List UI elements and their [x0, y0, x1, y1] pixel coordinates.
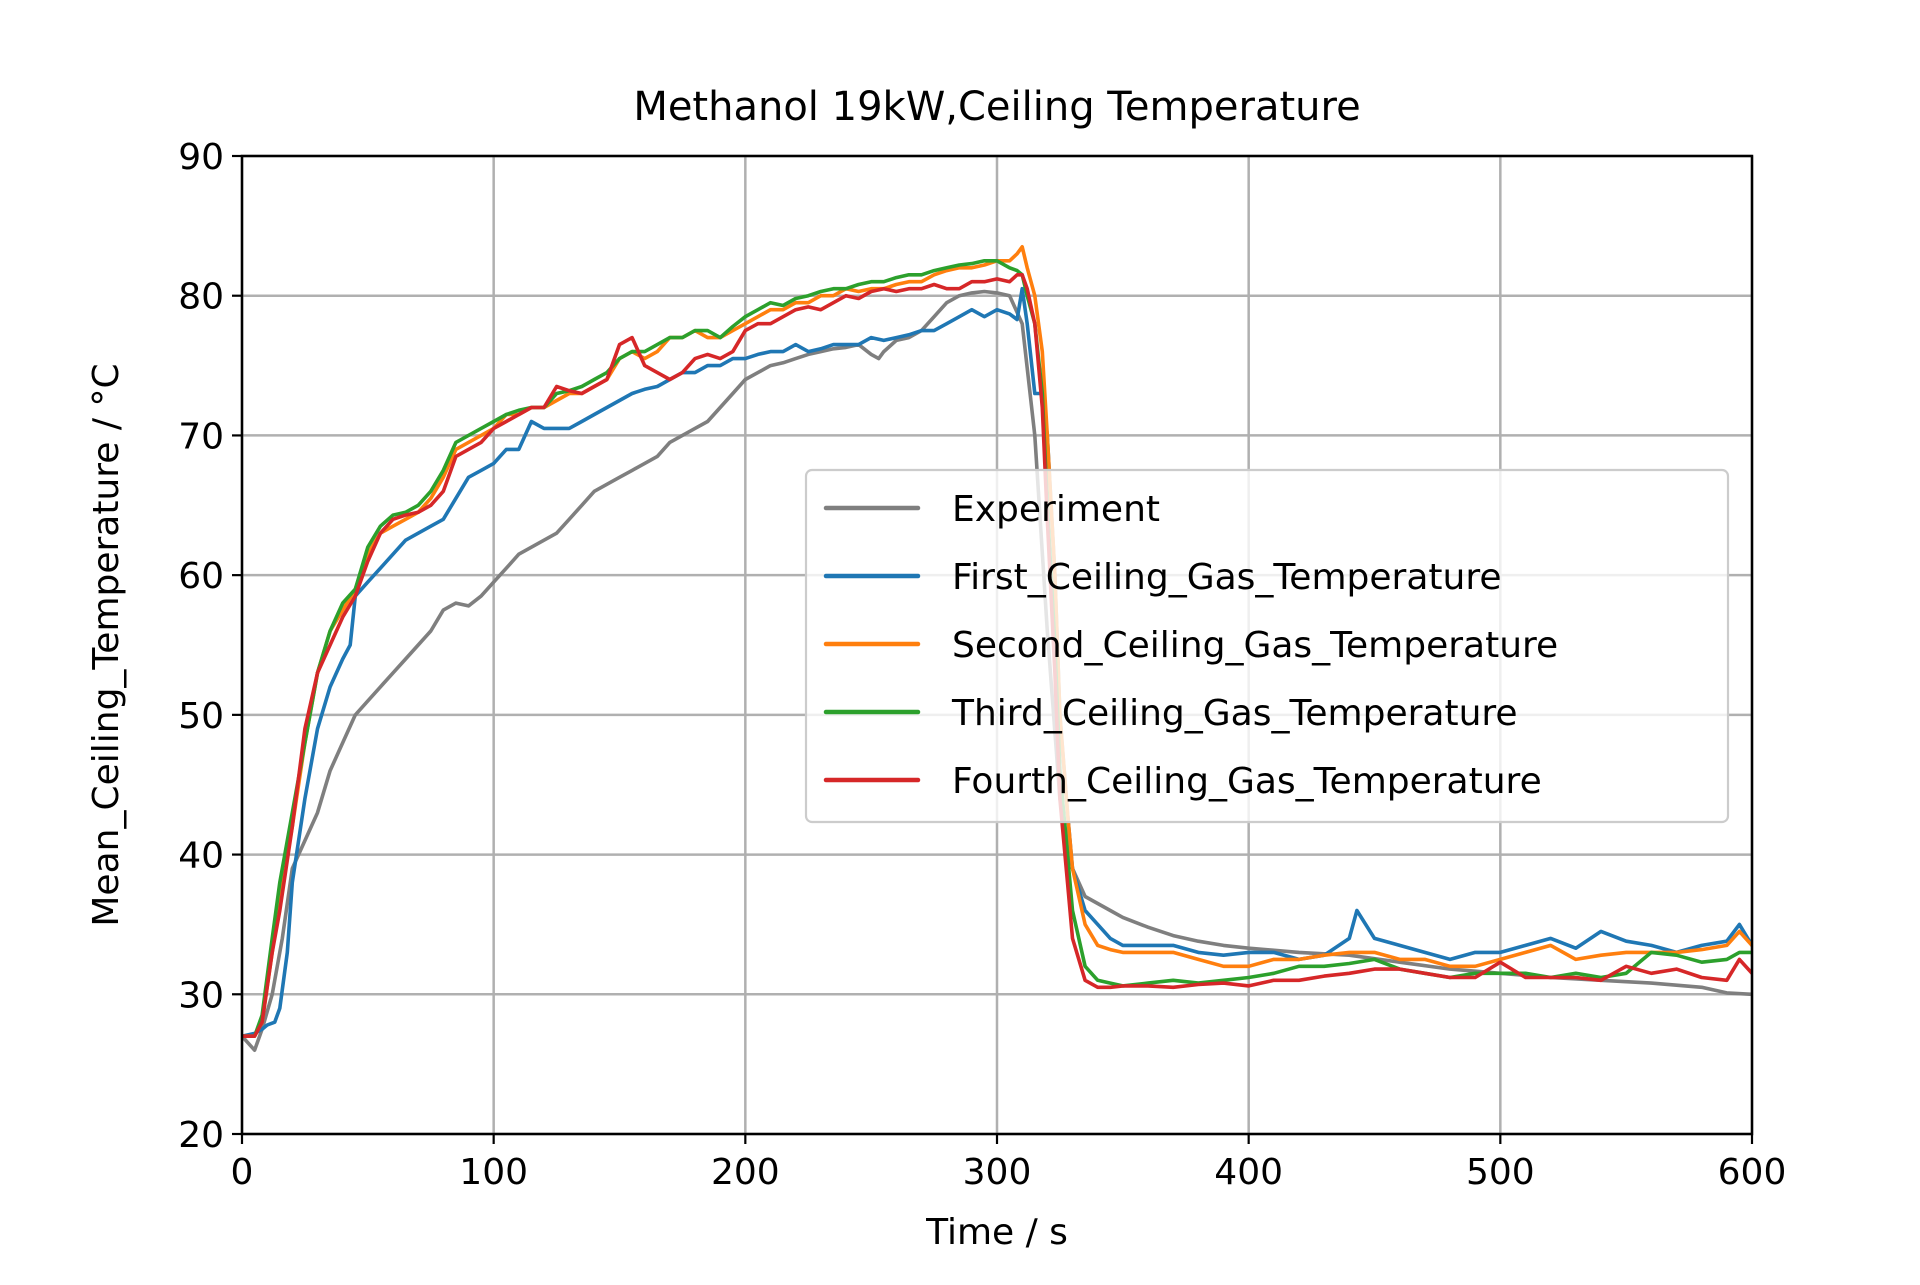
- series-line-third-ceiling-gas-temperature: [242, 258, 1752, 1038]
- plot-series: [242, 245, 1752, 1052]
- series-line-fourth-ceiling-gas-temperature: [242, 272, 1752, 1038]
- axis-ticks: 0 100 200 300 400 500 600 20 30 40 50 60 70 80 90: [178, 137, 1786, 1193]
- y-tick-label: 80: [178, 277, 224, 318]
- x-tick-label: 400: [1214, 1152, 1283, 1193]
- y-tick-label: 90: [178, 137, 224, 178]
- legend-label: Third_Ceiling_Gas_Temperature: [951, 693, 1518, 734]
- legend-box: [804, 468, 1730, 824]
- series-line-first-ceiling-gas-temperature: [242, 286, 1752, 1038]
- legend-label: Experiment: [952, 489, 1160, 530]
- y-tick-label: 60: [178, 556, 224, 597]
- legend: Experiment First_Ceiling_Gas_Temperature S…: [804, 468, 1730, 824]
- x-axis-label: Time / s: [925, 1212, 1068, 1253]
- x-tick-label: 500: [1466, 1152, 1535, 1193]
- y-tick-label: 70: [178, 416, 224, 457]
- y-tick-label: 40: [178, 836, 224, 877]
- plot-frame: [240, 154, 1754, 1136]
- series-line-experiment: [242, 289, 1752, 1052]
- legend-label: First_Ceiling_Gas_Temperature: [952, 557, 1501, 598]
- series-line-second-ceiling-gas-temperature: [242, 245, 1752, 1038]
- y-tick-label: 30: [178, 975, 224, 1016]
- y-tick-label: 20: [178, 1115, 224, 1156]
- x-tick-label: 0: [231, 1152, 254, 1193]
- y-axis-label: Mean_Ceiling_Temperature / °C: [86, 363, 127, 926]
- x-tick-label: 600: [1718, 1152, 1787, 1193]
- legend-label: Fourth_Ceiling_Gas_Temperature: [952, 761, 1542, 802]
- x-tick-label: 300: [963, 1152, 1032, 1193]
- chart-title: Methanol 19kW,Ceiling Temperature: [633, 84, 1360, 130]
- x-tick-label: 200: [711, 1152, 780, 1193]
- legend-label: Second_Ceiling_Gas_Temperature: [952, 625, 1558, 666]
- y-tick-label: 50: [178, 696, 224, 737]
- x-tick-label: 100: [459, 1152, 528, 1193]
